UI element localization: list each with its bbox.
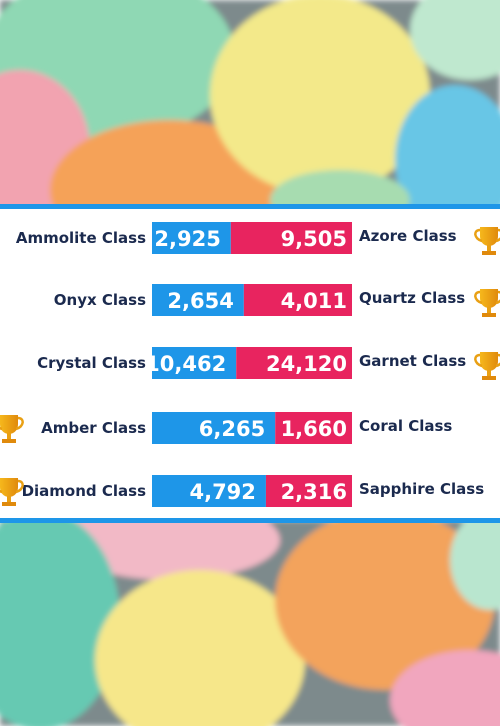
trophy-cup	[0, 478, 18, 497]
value-label: 6,265	[199, 417, 265, 441]
team-name: Azore Class	[359, 227, 457, 245]
trophy	[474, 227, 500, 255]
bottom-photo	[0, 500, 500, 726]
value-label: 2,925	[154, 227, 220, 251]
trophy-base	[482, 376, 496, 380]
bar-right	[275, 412, 352, 444]
bar-right	[236, 347, 352, 379]
bar-right	[230, 222, 352, 254]
top-photo	[0, 0, 500, 260]
bar-right	[243, 284, 352, 316]
trophy-stem	[487, 370, 491, 376]
value-label: 24,120	[266, 352, 347, 376]
trophy-handles	[0, 416, 24, 431]
value-label: 9,505	[281, 227, 347, 251]
team-name: Coral Class	[359, 417, 452, 435]
team-name: Amber Class	[41, 419, 146, 437]
trophy	[0, 478, 24, 506]
divider	[0, 518, 500, 523]
trophy-stem	[7, 496, 11, 502]
matchups: 2,925 9,505 Ammolite Class Azore Class 2,654…	[0, 222, 500, 507]
value-label: 2,316	[281, 480, 347, 504]
trophy-cup	[480, 289, 498, 308]
divider	[0, 204, 500, 209]
bar-left	[152, 347, 237, 379]
team-name: Diamond Class	[22, 482, 146, 500]
bar-left	[152, 475, 266, 507]
trophy-stem	[487, 307, 491, 313]
bar-left	[152, 284, 244, 316]
team-name: Ammolite Class	[16, 229, 146, 247]
value-label: 4,792	[189, 480, 255, 504]
trophy-stem	[7, 433, 11, 439]
trophy-base	[482, 313, 496, 317]
trophy-base	[482, 251, 496, 255]
bar-right	[265, 475, 352, 507]
trophy-handles	[0, 479, 24, 494]
bar-left	[152, 222, 231, 254]
team-name: Sapphire Class	[359, 480, 484, 498]
value-label: 2,654	[167, 289, 233, 313]
value-label: 4,011	[281, 289, 347, 313]
trophy-cup	[0, 415, 18, 434]
trophy-base	[2, 439, 16, 443]
trophy-base	[2, 502, 16, 506]
trophy-cup	[480, 352, 498, 371]
trophy-stem	[487, 245, 491, 251]
bar-left	[152, 412, 276, 444]
team-name: Garnet Class	[359, 352, 466, 370]
value-label: 10,462	[145, 352, 226, 376]
trophy-cup	[480, 227, 498, 246]
team-name: Quartz Class	[359, 289, 465, 307]
trophy	[0, 415, 24, 443]
team-name: Onyx Class	[54, 291, 146, 309]
value-label: 1,660	[281, 417, 347, 441]
team-name: Crystal Class	[37, 354, 146, 372]
